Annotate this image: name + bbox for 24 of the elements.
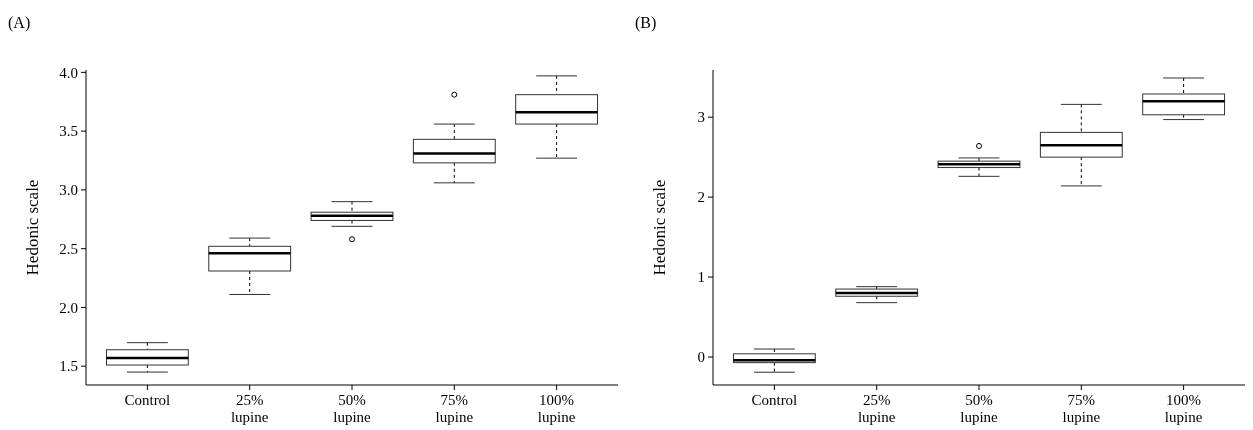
y-axis-title: Hedonic scale <box>650 179 669 276</box>
x-tick-label: 25% lupine <box>230 392 269 425</box>
y-axis-title: Hedonic scale <box>23 179 42 276</box>
x-tick-label: Control <box>124 392 171 408</box>
y-tick-label: 2 <box>697 189 705 206</box>
x-tick-label: 100% lupine <box>537 392 576 425</box>
y-tick-label: 3.0 <box>59 182 78 199</box>
y-tick-label: 0 <box>697 349 705 366</box>
x-tick-label: 75% lupine <box>1062 392 1101 425</box>
x-tick-label: 50% lupine <box>333 392 372 425</box>
x-tick-label: 100% lupine <box>1164 392 1203 425</box>
y-tick-label: 4.0 <box>59 64 78 81</box>
y-tick-label: 3.5 <box>59 123 78 140</box>
y-tick-label: 2.0 <box>59 299 78 316</box>
x-tick-label: 25% lupine <box>857 392 896 425</box>
x-tick-label: 75% lupine <box>435 392 474 425</box>
y-tick-label: 1 <box>697 269 705 286</box>
y-tick-label: 1.5 <box>59 358 78 375</box>
x-tick-label: Control <box>751 392 798 408</box>
y-tick-label: 2.5 <box>59 240 78 257</box>
chart-title: (A) <box>8 14 31 32</box>
chart-title: (B) <box>635 14 657 32</box>
x-tick-label: 50% lupine <box>960 392 999 425</box>
y-tick-label: 3 <box>697 109 705 126</box>
